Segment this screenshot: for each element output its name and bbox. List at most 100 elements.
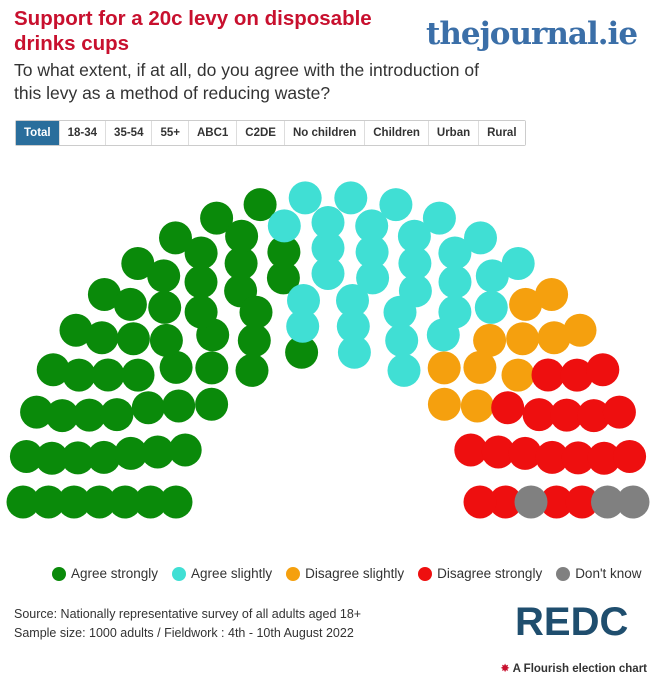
seat-agree-strongly[interactable] (131, 391, 165, 425)
seat-agree-strongly[interactable] (266, 261, 300, 295)
seat-disagree-strongly[interactable] (481, 435, 515, 469)
tab-abc1[interactable]: ABC1 (188, 121, 238, 145)
seat-agree-strongly[interactable] (162, 389, 196, 423)
seat-disagree-strongly[interactable] (550, 398, 584, 432)
tab-urban[interactable]: Urban (428, 121, 480, 145)
seat-disagree-strongly[interactable] (454, 433, 488, 467)
seat-agree-strongly[interactable] (108, 485, 142, 519)
seat-disagree-strongly[interactable] (522, 398, 556, 432)
seat-agree-strongly[interactable] (113, 287, 147, 321)
seat-disagree-slightly[interactable] (537, 321, 571, 355)
seat-agree-slightly[interactable] (474, 290, 508, 324)
seat-agree-strongly[interactable] (168, 433, 202, 467)
seat-agree-strongly[interactable] (83, 485, 116, 519)
seat-agree-strongly[interactable] (225, 219, 259, 253)
seat-agree-strongly[interactable] (121, 247, 155, 280)
seat-agree-strongly[interactable] (87, 440, 121, 474)
seat-disagree-slightly[interactable] (427, 387, 461, 421)
seat-agree-slightly[interactable] (438, 265, 472, 299)
seat-agree-strongly[interactable] (121, 358, 155, 392)
seat-agree-slightly[interactable] (337, 335, 371, 369)
seat-agree-strongly[interactable] (20, 395, 54, 429)
seat-don-t-know[interactable] (616, 485, 650, 519)
seat-agree-slightly[interactable] (311, 257, 345, 290)
seat-agree-strongly[interactable] (85, 321, 119, 355)
seat-disagree-slightly[interactable] (427, 351, 461, 385)
seat-agree-slightly[interactable] (464, 221, 497, 255)
seat-disagree-slightly[interactable] (460, 389, 494, 423)
seat-disagree-strongly[interactable] (531, 358, 565, 392)
seat-agree-strongly[interactable] (6, 485, 40, 519)
seat-agree-strongly[interactable] (195, 351, 229, 385)
seat-agree-slightly[interactable] (379, 188, 413, 222)
seat-disagree-strongly[interactable] (489, 485, 522, 519)
tab-rural[interactable]: Rural (479, 121, 525, 145)
seat-disagree-slightly[interactable] (463, 350, 497, 384)
seat-agree-strongly[interactable] (57, 485, 91, 519)
seat-agree-slightly[interactable] (286, 309, 320, 343)
tab-c2de[interactable]: C2DE (237, 121, 285, 145)
seat-agree-slightly[interactable] (336, 309, 370, 343)
seat-agree-strongly[interactable] (159, 350, 193, 384)
tab-total[interactable]: Total (16, 121, 60, 145)
seat-agree-strongly[interactable] (184, 295, 218, 329)
seat-don-t-know[interactable] (514, 485, 548, 519)
tab-no-children[interactable]: No children (284, 121, 366, 145)
seat-agree-strongly[interactable] (159, 221, 192, 255)
seat-disagree-strongly[interactable] (508, 436, 542, 470)
seat-agree-strongly[interactable] (195, 387, 229, 421)
seat-agree-strongly[interactable] (36, 353, 70, 387)
tab-35-54[interactable]: 35-54 (106, 121, 153, 145)
seat-disagree-slightly[interactable] (506, 322, 540, 356)
seat-agree-slightly[interactable] (426, 318, 460, 352)
seat-agree-slightly[interactable] (438, 236, 472, 270)
seat-agree-strongly[interactable] (243, 188, 277, 222)
seat-agree-slightly[interactable] (336, 284, 369, 317)
seat-agree-strongly[interactable] (184, 236, 218, 270)
seat-disagree-strongly[interactable] (613, 440, 647, 473)
seat-agree-strongly[interactable] (87, 278, 121, 311)
seat-agree-strongly[interactable] (9, 440, 43, 473)
seat-agree-strongly[interactable] (62, 358, 96, 392)
seat-agree-strongly[interactable] (184, 265, 218, 299)
seat-agree-strongly[interactable] (224, 246, 258, 280)
seat-disagree-slightly[interactable] (509, 287, 543, 321)
seat-agree-strongly[interactable] (237, 324, 271, 357)
seat-agree-strongly[interactable] (285, 335, 319, 369)
seat-agree-strongly[interactable] (100, 398, 134, 432)
seat-agree-slightly[interactable] (311, 231, 345, 265)
seat-disagree-strongly[interactable] (586, 353, 620, 387)
seat-disagree-strongly[interactable] (491, 391, 525, 425)
seat-agree-strongly[interactable] (149, 323, 183, 357)
seat-agree-strongly[interactable] (267, 235, 301, 269)
tab-children[interactable]: Children (365, 121, 429, 145)
seat-agree-slightly[interactable] (311, 206, 345, 239)
seat-disagree-strongly[interactable] (561, 441, 595, 475)
seat-agree-strongly[interactable] (159, 485, 193, 519)
seat-agree-strongly[interactable] (35, 441, 69, 475)
tab-18-34[interactable]: 18-34 (59, 121, 107, 145)
seat-agree-slightly[interactable] (501, 247, 535, 280)
seat-agree-slightly[interactable] (398, 274, 432, 308)
seat-agree-strongly[interactable] (32, 485, 65, 519)
seat-agree-strongly[interactable] (45, 399, 79, 433)
seat-disagree-slightly[interactable] (501, 358, 535, 392)
seat-disagree-strongly[interactable] (463, 485, 497, 519)
seat-agree-slightly[interactable] (334, 181, 368, 215)
seat-disagree-strongly[interactable] (535, 440, 569, 474)
seat-disagree-strongly[interactable] (587, 441, 621, 475)
seat-disagree-slightly[interactable] (473, 323, 507, 357)
seat-agree-strongly[interactable] (147, 259, 181, 293)
seat-don-t-know[interactable] (591, 485, 624, 519)
seat-disagree-slightly[interactable] (563, 313, 597, 347)
seat-agree-strongly[interactable] (114, 436, 148, 470)
seat-agree-slightly[interactable] (422, 201, 456, 235)
seat-agree-slightly[interactable] (267, 209, 301, 243)
seat-disagree-strongly[interactable] (565, 485, 599, 519)
seat-agree-strongly[interactable] (59, 313, 93, 347)
seat-disagree-slightly[interactable] (535, 278, 569, 311)
seat-agree-slightly[interactable] (385, 324, 419, 357)
seat-agree-strongly[interactable] (91, 358, 125, 392)
seat-agree-slightly[interactable] (288, 181, 322, 215)
seat-agree-slightly[interactable] (355, 209, 389, 243)
